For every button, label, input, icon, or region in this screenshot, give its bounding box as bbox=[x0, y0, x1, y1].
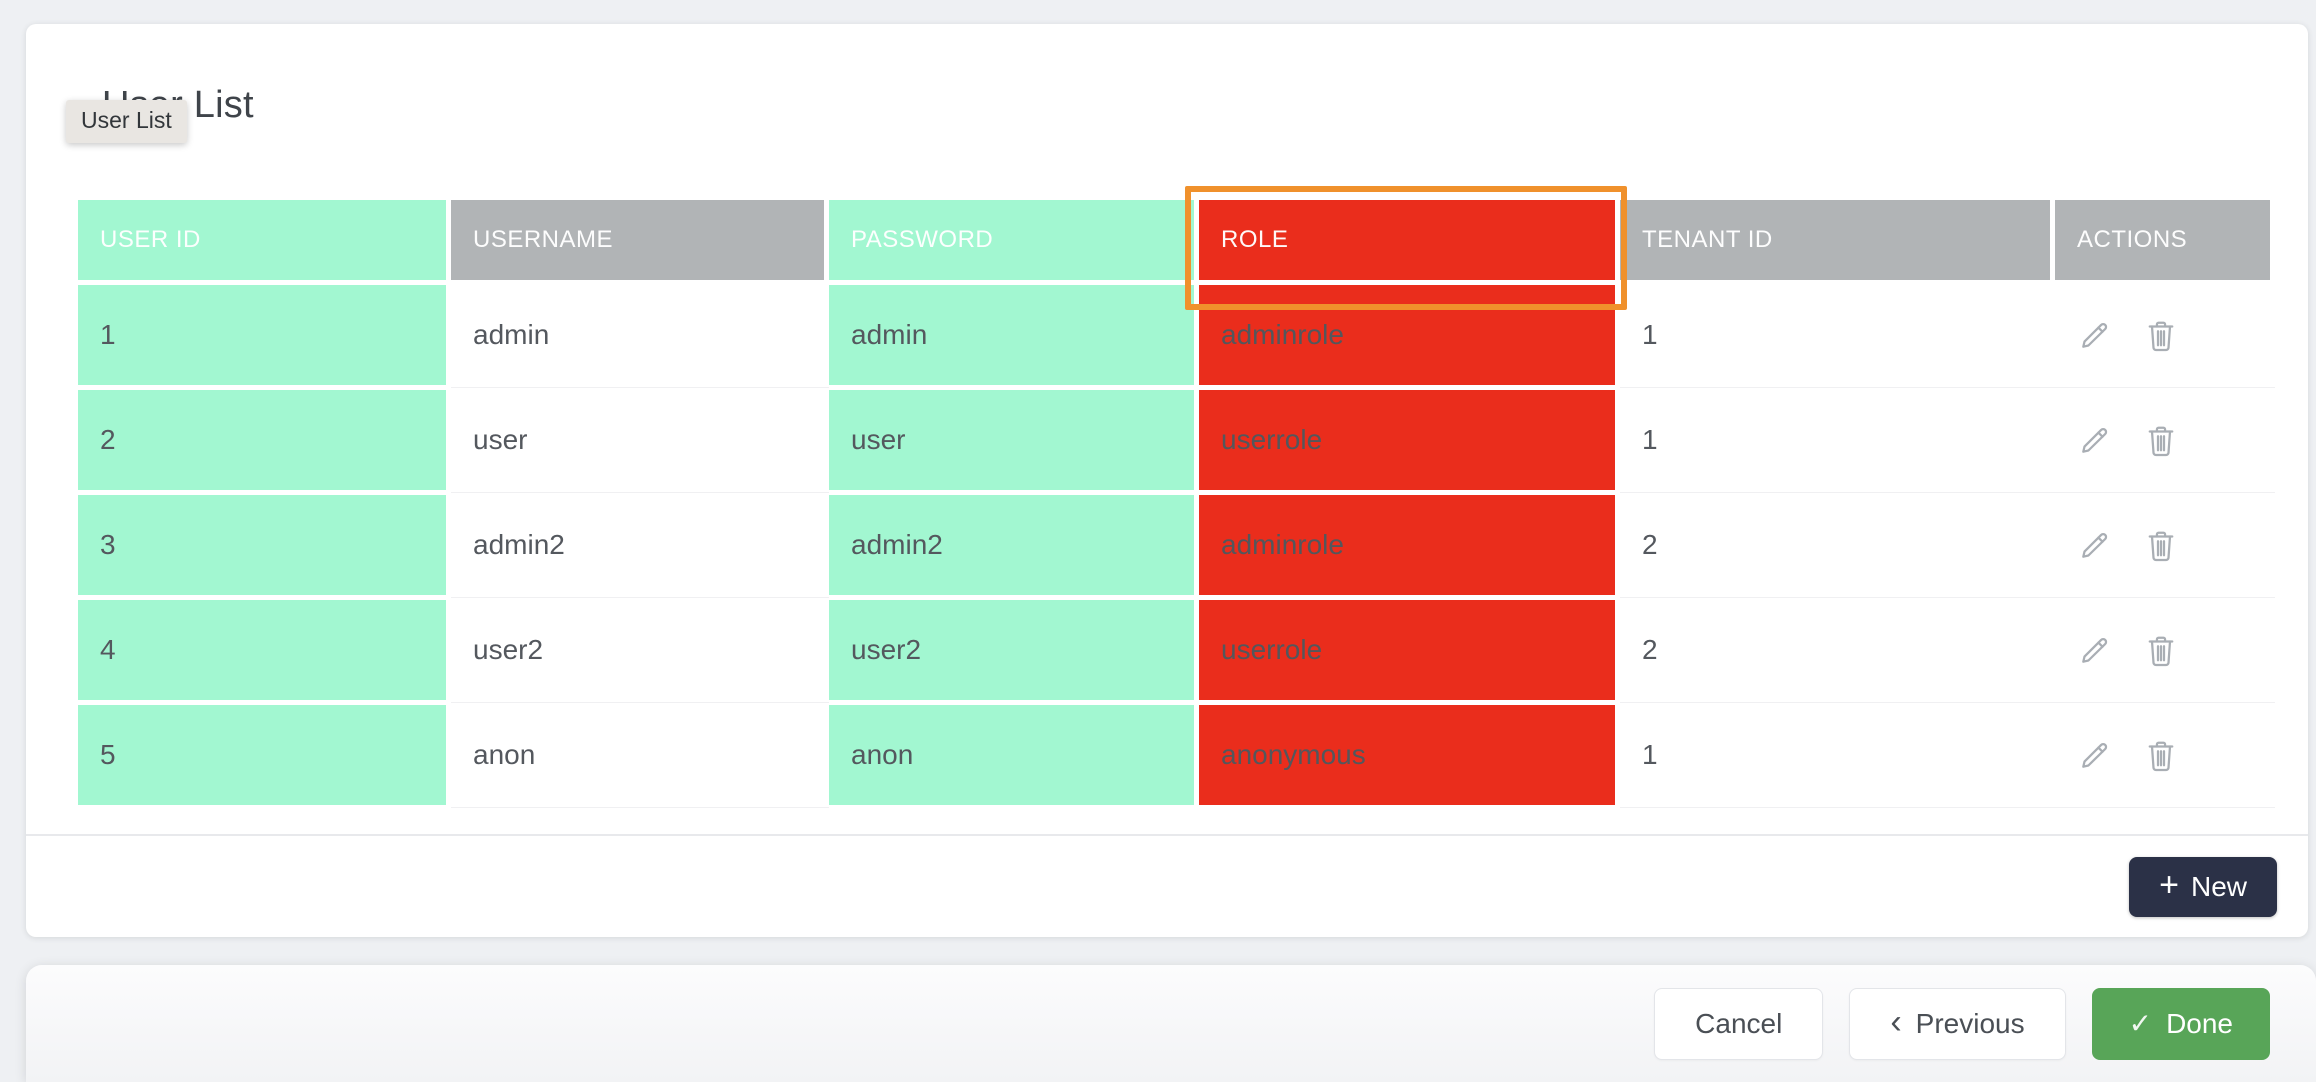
table-row: 1 admin admin adminrole 1 bbox=[78, 285, 2275, 388]
cell-tenant-id: 2 bbox=[1620, 495, 2055, 598]
cell-role: userrole bbox=[1199, 600, 1615, 700]
delete-button[interactable] bbox=[2143, 737, 2179, 773]
cell-actions bbox=[2055, 390, 2275, 493]
cell-tenant-id: 1 bbox=[1620, 285, 2055, 388]
done-button-label: Done bbox=[2166, 1007, 2233, 1039]
cell-username: anon bbox=[451, 705, 829, 808]
delete-button[interactable] bbox=[2143, 422, 2179, 458]
pencil-icon bbox=[2082, 638, 2108, 663]
cell-role: anonymous bbox=[1199, 705, 1615, 805]
cancel-button[interactable]: Cancel bbox=[1654, 987, 1824, 1060]
trash-icon bbox=[2148, 321, 2174, 352]
cell-password: admin2 bbox=[829, 495, 1194, 595]
cell-username: user2 bbox=[451, 600, 829, 703]
cell-role: userrole bbox=[1199, 390, 1615, 490]
user-list-tooltip: User List bbox=[66, 100, 187, 143]
edit-button[interactable] bbox=[2077, 632, 2113, 668]
table-row: 2 user user userrole 1 bbox=[78, 390, 2275, 493]
edit-button[interactable] bbox=[2077, 737, 2113, 773]
column-header-password: PASSWORD bbox=[829, 200, 1194, 280]
cell-tenant-id: 1 bbox=[1620, 705, 2055, 808]
cell-tenant-id: 1 bbox=[1620, 390, 2055, 493]
plus-icon: + bbox=[2159, 865, 2179, 904]
column-header-role: ROLE bbox=[1199, 200, 1615, 280]
wizard-footer-bar: Cancel ‹ Previous ✓ Done bbox=[26, 965, 2316, 1082]
check-icon: ✓ bbox=[2128, 1007, 2153, 1039]
divider bbox=[26, 834, 2308, 836]
cell-role: adminrole bbox=[1199, 285, 1615, 385]
cell-user-id: 4 bbox=[78, 600, 446, 700]
pencil-icon bbox=[2082, 533, 2108, 558]
cell-username: user bbox=[451, 390, 829, 493]
previous-button-label: Previous bbox=[1915, 1007, 2025, 1039]
delete-button[interactable] bbox=[2143, 527, 2179, 563]
trash-icon bbox=[2148, 426, 2174, 457]
table-row: 3 admin2 admin2 adminrole 2 bbox=[78, 495, 2275, 598]
chevron-left-icon: ‹ bbox=[1890, 1002, 1902, 1041]
edit-button[interactable] bbox=[2077, 317, 2113, 353]
edit-button[interactable] bbox=[2077, 422, 2113, 458]
previous-button[interactable]: ‹ Previous bbox=[1849, 987, 2066, 1060]
table-footer: + New bbox=[26, 836, 2308, 937]
cell-password: admin bbox=[829, 285, 1194, 385]
cell-actions bbox=[2055, 285, 2275, 388]
cell-user-id: 3 bbox=[78, 495, 446, 595]
cell-password: user2 bbox=[829, 600, 1194, 700]
trash-icon bbox=[2148, 741, 2174, 772]
cell-role: adminrole bbox=[1199, 495, 1615, 595]
cell-username: admin2 bbox=[451, 495, 829, 598]
pencil-icon bbox=[2082, 428, 2108, 453]
cell-user-id: 1 bbox=[78, 285, 446, 385]
delete-button[interactable] bbox=[2143, 632, 2179, 668]
trash-icon bbox=[2148, 531, 2174, 562]
column-header-actions: ACTIONS bbox=[2055, 200, 2270, 280]
cell-actions bbox=[2055, 705, 2275, 808]
trash-icon bbox=[2148, 636, 2174, 667]
cell-password: anon bbox=[829, 705, 1194, 805]
cell-actions bbox=[2055, 495, 2275, 598]
cell-password: user bbox=[829, 390, 1194, 490]
footer-actions: Cancel ‹ Previous ✓ Done bbox=[1654, 965, 2270, 1082]
pencil-icon bbox=[2082, 323, 2108, 348]
pencil-icon bbox=[2082, 743, 2108, 768]
column-header-user-id: USER ID bbox=[78, 200, 446, 280]
table-row: 5 anon anon anonymous 1 bbox=[78, 705, 2275, 808]
cancel-button-label: Cancel bbox=[1695, 1007, 1783, 1039]
user-table: USER ID USERNAME PASSWORD ROLE TENANT ID… bbox=[73, 195, 2275, 810]
column-header-tenant-id: TENANT ID bbox=[1620, 200, 2050, 280]
table-header-row: USER ID USERNAME PASSWORD ROLE TENANT ID… bbox=[78, 200, 2270, 280]
column-header-username: USERNAME bbox=[451, 200, 824, 280]
cell-username: admin bbox=[451, 285, 829, 388]
cell-user-id: 5 bbox=[78, 705, 446, 805]
cell-tenant-id: 2 bbox=[1620, 600, 2055, 703]
delete-button[interactable] bbox=[2143, 317, 2179, 353]
new-button[interactable]: + New bbox=[2129, 856, 2277, 917]
cell-user-id: 2 bbox=[78, 390, 446, 490]
user-list-card: User List User List USER ID USERNAME PAS… bbox=[26, 24, 2308, 937]
cell-actions bbox=[2055, 600, 2275, 703]
table-row: 4 user2 user2 userrole 2 bbox=[78, 600, 2275, 703]
edit-button[interactable] bbox=[2077, 527, 2113, 563]
new-button-label: New bbox=[2190, 870, 2247, 902]
done-button[interactable]: ✓ Done bbox=[2091, 987, 2270, 1060]
